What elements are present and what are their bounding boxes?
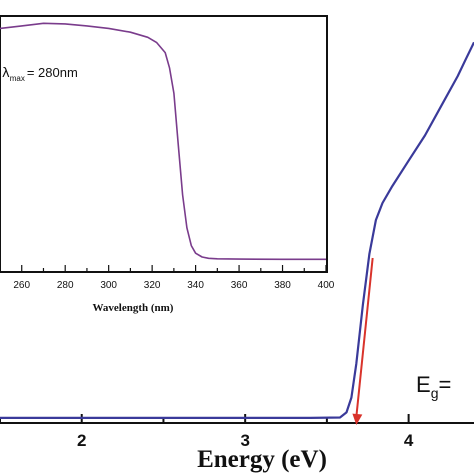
inset-plot: 260 280 300 320 340 360 380 400 λmax = 280nm Wav… bbox=[0, 15, 335, 314]
inset-x-tick-label: 280 bbox=[57, 280, 74, 291]
inset-x-tick-label: 360 bbox=[231, 280, 248, 291]
main-x-ticks: 2 3 4 bbox=[0, 414, 414, 450]
inset-x-tick-label: 320 bbox=[144, 280, 161, 291]
main-x-tick-label: 4 bbox=[404, 431, 414, 450]
inset-x-axis-label: Wavelength (nm) bbox=[93, 302, 174, 314]
lambda-max-label: λmax = 280nm bbox=[2, 65, 78, 83]
inset-x-tick-label: 400 bbox=[318, 280, 335, 291]
main-x-tick-label: 2 bbox=[77, 431, 86, 450]
main-plot: 2 3 4 Energy (eV) Eg= bbox=[0, 41, 474, 473]
inset-series-layer bbox=[0, 22, 326, 261]
inset-x-tick-label: 380 bbox=[274, 280, 291, 291]
main-series-layer bbox=[0, 41, 474, 419]
inset-absorbance-line bbox=[0, 22, 326, 261]
inset-x-ticks: 260 280 300 320 340 360 380 400 bbox=[13, 265, 335, 291]
main-x-tick-label: 3 bbox=[240, 431, 249, 450]
inset-x-tick-label: 300 bbox=[100, 280, 117, 291]
band-gap-arrowhead bbox=[352, 413, 363, 425]
band-gap-arrow-line bbox=[355, 257, 374, 418]
inset-frame bbox=[0, 15, 328, 273]
main-absorption-line bbox=[0, 41, 474, 419]
band-gap-label: Eg= bbox=[416, 372, 451, 401]
main-x-axis-label: Energy (eV) bbox=[197, 446, 327, 473]
inset-x-tick-label: 340 bbox=[187, 280, 204, 291]
inset-x-tick-label: 260 bbox=[13, 280, 30, 291]
band-gap-arrow-layer bbox=[352, 257, 374, 425]
